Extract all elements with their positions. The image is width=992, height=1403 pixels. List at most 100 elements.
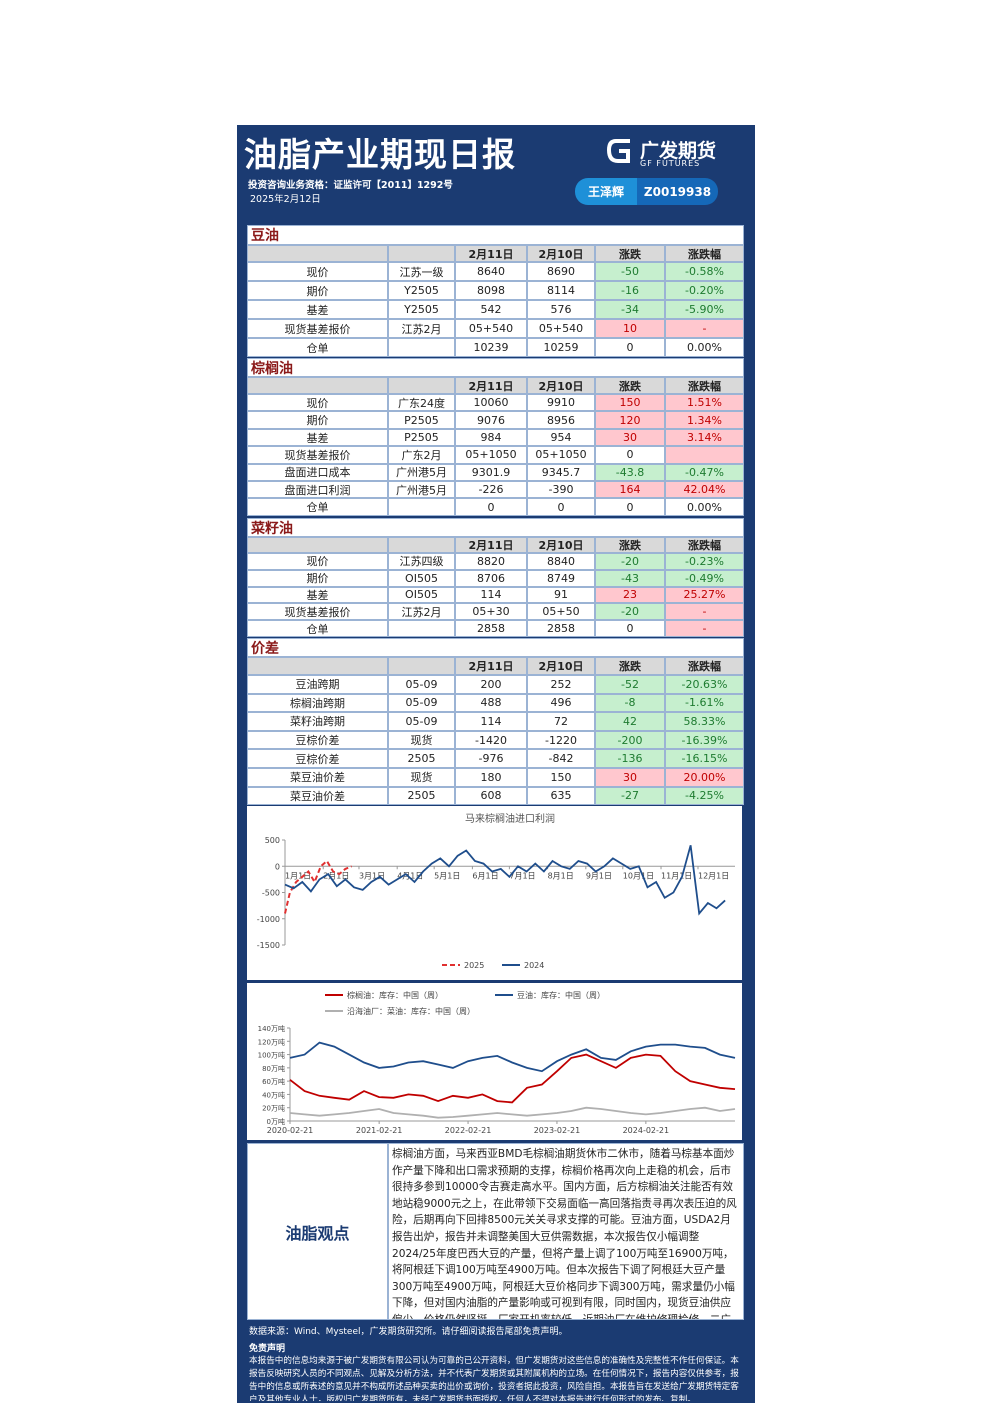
table-cell: -136 (595, 749, 665, 768)
table-cell: -5.90% (665, 300, 744, 319)
table-cell: 542 (455, 300, 527, 319)
table-cell: -4.25% (665, 786, 744, 806)
table-cell: 9076 (455, 411, 527, 429)
table-cell: 基差 (247, 586, 388, 604)
table-cell: 广州港5月 (388, 481, 455, 499)
table-cell: 现价 (247, 394, 388, 412)
table-cell: 3.14% (665, 428, 744, 447)
table-cell: 江苏四级 (388, 553, 455, 570)
table-cell: 8706 (455, 569, 527, 587)
table-cell: -1.61% (665, 693, 744, 713)
table-cell: 05+540 (455, 319, 527, 338)
table-cell: -16.39% (665, 730, 744, 750)
table-cell: 8690 (527, 262, 595, 281)
x-tick-label: 2023-02-21 (534, 1126, 581, 1135)
table-cell: -1220 (527, 730, 595, 750)
header-cell: 涨跌 (595, 537, 665, 553)
table-cell: 菜籽油跨期 (247, 712, 388, 731)
table-cell: 114 (455, 586, 527, 604)
table-cell: -52 (595, 675, 665, 694)
table-cell: -0.47% (665, 463, 744, 481)
table-cell: 广州港5月 (388, 463, 455, 481)
table-cell: -0.23% (665, 553, 744, 570)
table-cell: -27 (595, 786, 665, 806)
header-cell: 涨跌 (595, 377, 665, 394)
header-cell (247, 245, 388, 262)
y-tick-label: 40万吨 (262, 1090, 285, 1099)
table-cell: 江苏一级 (388, 262, 455, 281)
y-tick-label: 0 (275, 862, 280, 871)
x-tick-label: 2022-02-21 (445, 1126, 492, 1135)
table-cell: 0.00% (665, 498, 744, 516)
table-cell: 期价 (247, 281, 388, 300)
table-cell: 91 (527, 586, 595, 604)
table-cell: 496 (527, 693, 595, 713)
table-cell: 期价 (247, 411, 388, 429)
table-cell: 42.04% (665, 481, 744, 499)
section-title: 豆油 (247, 225, 744, 245)
header-cell: 涨跌幅 (665, 377, 744, 394)
header-cell (247, 537, 388, 553)
header-cell (388, 537, 455, 553)
table-cell: 164 (595, 481, 665, 499)
header-cell: 涨跌幅 (665, 245, 744, 262)
series-line (284, 859, 352, 914)
legend-label: 2025 (464, 961, 484, 970)
y-tick-label: -500 (262, 889, 280, 898)
header-cell: 2月11日 (455, 657, 527, 675)
y-tick-label: 60万吨 (262, 1077, 285, 1086)
table-cell: 1.34% (665, 411, 744, 429)
qualification: 投资咨询业务资格：证监许可【2011】1292号 (248, 180, 453, 191)
table-cell (388, 498, 455, 516)
x-tick-label: 9月1日 (586, 871, 612, 880)
disclaimer: 本报告中的信息均来源于被广发期货有限公司认为可靠的已公开资料，但广发期货对这些信… (249, 1356, 739, 1401)
table-cell: 05+540 (527, 319, 595, 338)
header-cell (388, 377, 455, 394)
header-cell: 2月10日 (527, 377, 595, 394)
table-cell: 05+50 (527, 603, 595, 621)
table-cell: 豆油跨期 (247, 675, 388, 694)
header-cell: 涨跌 (595, 245, 665, 262)
table-cell: 114 (455, 712, 527, 731)
table-cell: Y2505 (388, 281, 455, 300)
table-cell: 现货基差报价 (247, 603, 388, 621)
table-cell: 基差 (247, 428, 388, 447)
table-cell: 8820 (455, 553, 527, 570)
header-cell (247, 377, 388, 394)
table-cell: -16 (595, 281, 665, 300)
table-cell: 05+1050 (527, 446, 595, 464)
y-tick-label: 80万吨 (262, 1064, 285, 1073)
table-cell: 2858 (455, 620, 527, 637)
viewpoint-text: 棕榈油方面，马来西亚BMD毛棕榈油期货休市二休市，随着马棕基本面炒作产量下降和出… (388, 1143, 744, 1320)
table-cell: 广东2月 (388, 446, 455, 464)
report-title: 油脂产业期现日报 (244, 135, 516, 174)
table-cell: 8749 (527, 569, 595, 587)
table-cell: 608 (455, 786, 527, 806)
y-tick-label: 100万吨 (258, 1051, 285, 1060)
y-tick-label: -1500 (257, 941, 280, 950)
header-cell: 涨跌 (595, 657, 665, 675)
table-cell: 现货 (388, 768, 455, 787)
table-cell: 72 (527, 712, 595, 731)
x-tick-label: 7月1日 (509, 871, 535, 880)
table-cell: OI505 (388, 569, 455, 587)
x-tick-label: 11月1日 (661, 871, 692, 880)
legend-label: 2024 (524, 961, 544, 970)
table-cell: 252 (527, 675, 595, 694)
table-cell: 58.33% (665, 712, 744, 731)
table-cell: -226 (455, 481, 527, 499)
series-line (289, 1106, 736, 1119)
table-cell: 23 (595, 586, 665, 604)
table-cell: 2505 (388, 786, 455, 806)
table-cell: OI505 (388, 586, 455, 604)
table-cell: 0 (595, 446, 665, 464)
table-cell: 30 (595, 428, 665, 447)
table-cell: 2858 (527, 620, 595, 637)
table-cell: P2505 (388, 411, 455, 429)
y-tick-label: 0万吨 (267, 1117, 285, 1126)
table-cell: 150 (595, 394, 665, 412)
report-date: 2025年2月12日 (250, 194, 321, 205)
logo-en: GF FUTURES (640, 159, 701, 168)
table-cell (388, 620, 455, 637)
table-cell: -0.58% (665, 262, 744, 281)
